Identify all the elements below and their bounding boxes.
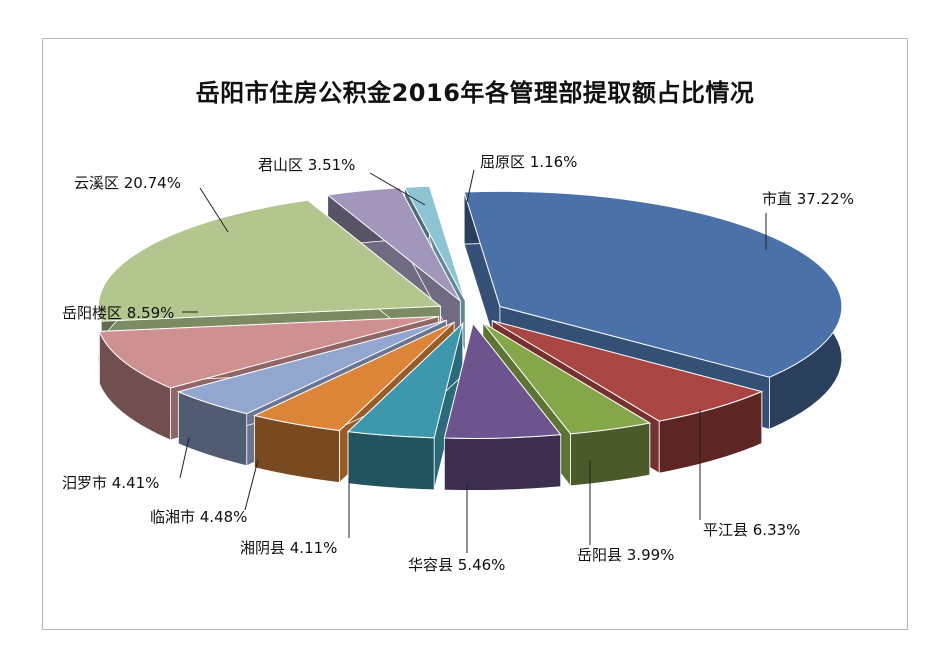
slice-top — [176, 319, 447, 415]
data-label: 华容县 5.46% — [408, 556, 505, 574]
data-label: 云溪区 20.74% — [74, 174, 181, 192]
slice-top — [98, 315, 439, 389]
chart-title: 岳阳市住房公积金2016年各管理部提取额占比情况 — [195, 79, 755, 107]
slice-华容县 — [443, 322, 562, 491]
leader-line — [179, 437, 190, 479]
leader-line — [244, 459, 259, 511]
pie-slices — [97, 185, 843, 491]
data-label: 岳阳楼区 8.59% — [62, 304, 174, 322]
slice-rim — [347, 431, 435, 491]
data-label: 屈原区 1.16% — [480, 153, 577, 171]
data-label: 临湘市 4.48% — [150, 508, 247, 526]
slice-湘阴县 — [346, 321, 464, 491]
slice-top — [346, 321, 464, 439]
data-label: 平江县 6.33% — [703, 521, 800, 539]
slice-top — [492, 320, 764, 422]
slice-top — [326, 187, 461, 302]
slice-top — [463, 190, 843, 378]
slice-top — [482, 322, 652, 435]
slice-top — [443, 322, 562, 439]
data-label: 湘阴县 4.11% — [240, 539, 337, 557]
leader-line — [466, 169, 475, 203]
data-label: 岳阳县 3.99% — [577, 546, 674, 564]
slice-top — [252, 321, 455, 432]
data-label: 市直 37.22% — [762, 190, 854, 208]
slice-rim — [443, 434, 562, 491]
data-label: 汨罗市 4.41% — [62, 474, 159, 492]
data-label: 君山区 3.51% — [258, 156, 355, 174]
slice-top — [97, 199, 442, 322]
slice-top — [403, 185, 466, 301]
pie-labels: 市直 37.22% 平江县 6.33% 岳阳县 3.99% 华容县 5.46% 湘阴县 … — [62, 153, 854, 574]
leader-line — [199, 187, 229, 233]
leader-line — [369, 172, 426, 206]
